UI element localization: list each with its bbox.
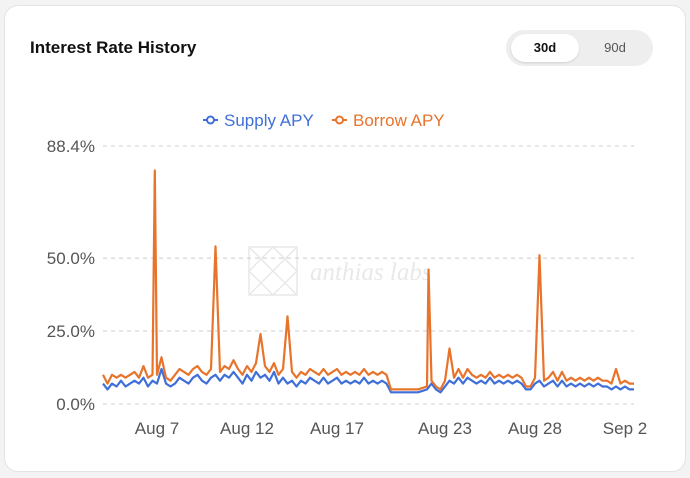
x-tick-label: Aug 17 xyxy=(310,419,364,438)
legend-label: Borrow APY xyxy=(353,111,445,130)
card-title: Interest Rate History xyxy=(30,38,197,57)
legend-item-borrow[interactable]: Borrow APY xyxy=(332,111,445,130)
range-tab-90d[interactable]: 90d xyxy=(604,40,626,55)
watermark-logo-icon xyxy=(247,245,299,297)
legend-marker-icon xyxy=(335,115,344,125)
y-tick-label: 50.0% xyxy=(47,249,95,268)
x-tick-label: Aug 7 xyxy=(135,419,179,438)
y-tick-label: 25.0% xyxy=(47,322,95,341)
y-tick-label: 88.4% xyxy=(47,137,95,156)
legend-label: Supply APY xyxy=(224,111,314,130)
watermark-text: anthias labs xyxy=(310,259,432,286)
x-tick-label: Aug 23 xyxy=(418,419,472,438)
y-tick-label: 0.0% xyxy=(56,395,95,414)
range-toggle: 30d 90d xyxy=(506,30,653,66)
interest-rate-card xyxy=(4,5,686,472)
x-tick-label: Aug 12 xyxy=(220,419,274,438)
x-tick-label: Aug 28 xyxy=(508,419,562,438)
legend-item-supply[interactable]: Supply APY xyxy=(203,111,314,130)
supply-apy-line xyxy=(102,367,634,394)
legend-marker-icon xyxy=(206,115,215,125)
range-tab-30d[interactable]: 30d xyxy=(511,34,579,62)
borrow-apy-line xyxy=(102,169,634,391)
watermark: anthias labs xyxy=(247,245,432,297)
x-tick-label: Sep 2 xyxy=(603,419,647,438)
